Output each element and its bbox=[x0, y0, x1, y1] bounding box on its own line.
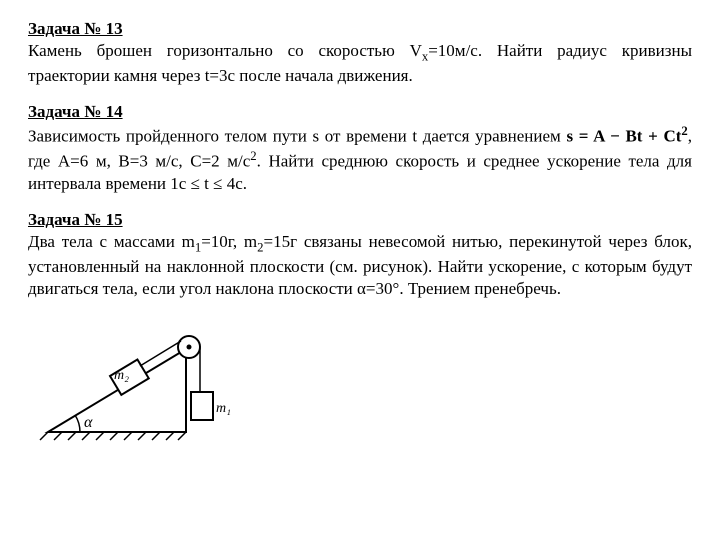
inclined-plane-diagram: α m₂ m₁ bbox=[38, 314, 692, 444]
problem-14-title: Задача № 14 bbox=[28, 102, 123, 121]
diagram-svg: α m₂ m₁ bbox=[38, 314, 258, 444]
m2-label: m₂ bbox=[114, 368, 129, 383]
m1-block bbox=[191, 392, 213, 420]
pulley-center bbox=[187, 345, 192, 350]
problem-14: Задача № 14 Зависимость пройденного тело… bbox=[28, 101, 692, 195]
problem-14-formula: s = A − Bt + Ct bbox=[566, 127, 681, 146]
base-hatching bbox=[40, 432, 186, 440]
problem-15-title: Задача № 15 bbox=[28, 210, 123, 229]
incline-triangle bbox=[48, 349, 186, 432]
problem-15: Задача № 15 Два тела с массами m1=10г, m… bbox=[28, 209, 692, 300]
string-incline bbox=[140, 341, 181, 366]
problem-15-text-b: =10г, m bbox=[201, 232, 257, 251]
problem-15-text-a: Два тела с массами m bbox=[28, 232, 195, 251]
m1-label: m₁ bbox=[216, 401, 231, 416]
problem-13-text-a: Камень брошен горизонтально со скоростью… bbox=[28, 41, 422, 60]
problem-13: Задача № 13 Камень брошен горизонтально … bbox=[28, 18, 692, 87]
problem-14-text-a: Зависимость пройденного телом пути s от … bbox=[28, 127, 566, 146]
problem-13-title: Задача № 13 bbox=[28, 19, 123, 38]
angle-label: α bbox=[84, 414, 93, 431]
angle-arc bbox=[75, 415, 80, 432]
